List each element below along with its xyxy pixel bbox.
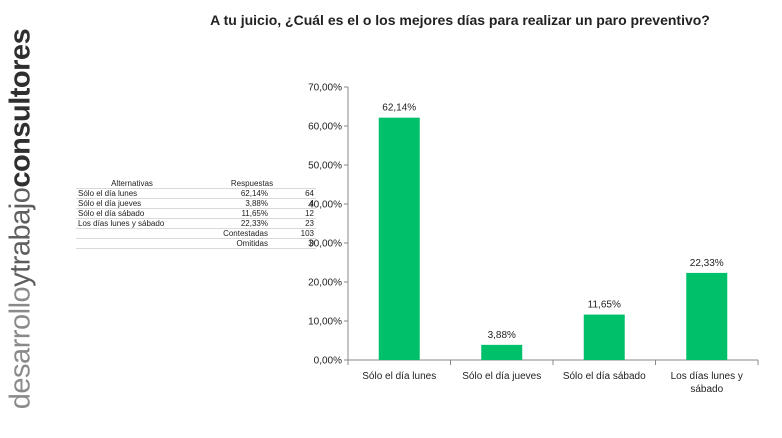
x-tick-label: Sólo el día jueves xyxy=(462,371,541,382)
row-count: 12 xyxy=(270,208,316,219)
bar xyxy=(686,272,728,360)
y-tick-label: 20,00% xyxy=(308,278,342,289)
row-count: 4 xyxy=(270,198,316,209)
y-tick-label: 0,00% xyxy=(314,356,342,367)
x-tick-label: Los días lunes y xyxy=(671,371,743,382)
bar xyxy=(378,117,420,361)
y-tick-label: 70,00% xyxy=(308,83,342,94)
x-tick-label: sábado xyxy=(690,384,723,395)
y-tick-label: 10,00% xyxy=(308,317,342,328)
x-tick-label: Sólo el día sábado xyxy=(563,371,646,382)
row-label: Sólo el día lunes xyxy=(76,188,188,199)
row-label: Sólo el día jueves xyxy=(76,198,188,209)
omitted-label: Omitidas xyxy=(188,238,270,249)
y-tick-label: 50,00% xyxy=(308,161,342,172)
row-count: 23 xyxy=(270,218,316,229)
omitted-count: 0 xyxy=(270,238,316,249)
data-label: 22,33% xyxy=(690,258,724,269)
table-answered-row: Contestadas 103 xyxy=(76,228,316,239)
row-percent: 3,88% xyxy=(188,198,270,209)
bar xyxy=(583,314,625,360)
row-count: 64 xyxy=(270,188,316,199)
data-label: 3,88% xyxy=(488,330,516,341)
header-responses: Respuestas xyxy=(188,179,316,189)
page-title: A tu juicio, ¿Cuál es el o los mejores d… xyxy=(210,12,710,28)
y-tick-label: 30,00% xyxy=(308,239,342,250)
row-percent: 62,14% xyxy=(188,188,270,199)
table-row: Los días lunes y sábado 22,33% 23 xyxy=(76,218,316,229)
responses-table: Alternativas Respuestas Sólo el día lune… xyxy=(76,179,316,249)
bar xyxy=(481,344,523,360)
table-row: Sólo el día jueves 3,88% 4 xyxy=(76,198,316,209)
header-alternatives: Alternativas xyxy=(76,179,188,189)
table-row: Sólo el día sábado 11,65% 12 xyxy=(76,208,316,219)
row-percent: 11,65% xyxy=(188,208,270,219)
row-label: Sólo el día sábado xyxy=(76,208,188,219)
answered-count: 103 xyxy=(270,228,316,239)
data-label: 62,14% xyxy=(382,103,416,114)
y-tick-label: 40,00% xyxy=(308,200,342,211)
table-row: Sólo el día lunes 62,14% 64 xyxy=(76,188,316,199)
data-label: 11,65% xyxy=(588,300,621,311)
x-tick-label: Sólo el día lunes xyxy=(362,371,436,382)
table-header-row: Alternativas Respuestas xyxy=(76,179,316,189)
y-tick-label: 60,00% xyxy=(308,122,342,133)
answered-label: Contestadas xyxy=(188,228,270,239)
row-label: Los días lunes y sábado xyxy=(76,218,188,229)
row-percent: 22,33% xyxy=(188,218,270,229)
table-omitted-row: Omitidas 0 xyxy=(76,238,316,249)
